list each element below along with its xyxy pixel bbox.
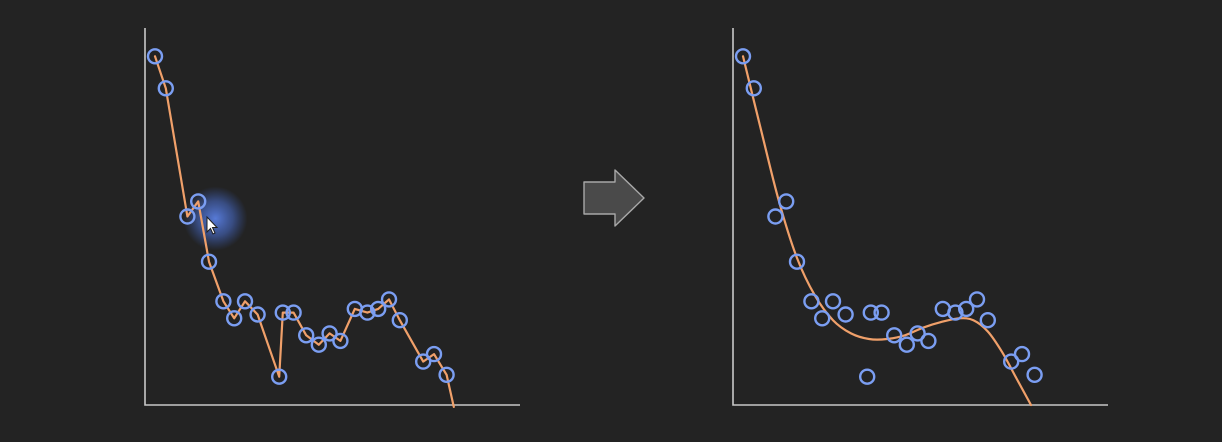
left-plot-panel (144, 28, 520, 408)
data-point (734, 48, 752, 65)
data-point (425, 345, 443, 363)
data-point (1013, 345, 1031, 363)
left-data-points (146, 48, 455, 385)
data-point (298, 327, 315, 344)
data-point (803, 293, 820, 310)
data-point (310, 336, 327, 353)
data-point (859, 368, 876, 385)
data-point (391, 312, 408, 329)
smooth-fit-curve (741, 55, 1033, 407)
data-point (415, 353, 432, 370)
data-point (274, 304, 291, 321)
data-point (157, 80, 175, 97)
data-point (909, 325, 926, 342)
interpolating-curve (153, 55, 455, 408)
data-point (920, 332, 937, 350)
data-point (189, 193, 207, 210)
data-point (359, 304, 376, 321)
data-point (271, 368, 288, 385)
right-axes (732, 28, 1108, 406)
data-point (745, 80, 762, 97)
right-plot-panel (732, 28, 1108, 407)
data-point (200, 253, 218, 270)
data-point (778, 193, 795, 210)
data-point (979, 312, 996, 329)
left-axes (144, 28, 520, 406)
data-point (968, 291, 986, 308)
data-point (225, 310, 243, 327)
right-data-points (734, 48, 1043, 385)
data-point (788, 253, 806, 270)
data-point (146, 48, 164, 65)
data-point (767, 208, 784, 225)
data-point (1026, 366, 1043, 383)
data-point (947, 304, 964, 321)
data-point (215, 293, 232, 310)
data-point (873, 304, 890, 321)
pointer-cursor-icon (206, 215, 219, 235)
data-point (285, 304, 302, 321)
data-point (958, 300, 975, 318)
data-point (438, 366, 455, 383)
data-point (380, 291, 398, 308)
data-point (179, 208, 196, 225)
data-point (862, 304, 879, 321)
data-point (837, 306, 854, 323)
data-point (321, 325, 338, 342)
data-point (824, 293, 842, 310)
data-point (1003, 353, 1020, 370)
data-point (898, 336, 915, 353)
data-point (886, 327, 903, 344)
data-point (370, 300, 387, 318)
data-point (332, 332, 349, 350)
data-point (249, 306, 266, 323)
right-arrow-icon (583, 169, 645, 227)
data-point (814, 310, 831, 327)
data-point (236, 293, 254, 310)
